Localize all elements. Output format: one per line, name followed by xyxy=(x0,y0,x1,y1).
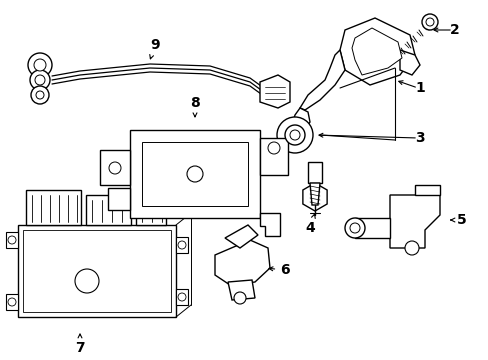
Circle shape xyxy=(35,75,45,85)
Polygon shape xyxy=(399,50,419,75)
Circle shape xyxy=(8,298,16,306)
Text: 4: 4 xyxy=(305,214,315,235)
Bar xyxy=(130,130,260,218)
Text: 1: 1 xyxy=(414,81,424,95)
Circle shape xyxy=(186,166,203,182)
Polygon shape xyxy=(6,294,18,310)
Bar xyxy=(23,230,171,312)
Polygon shape xyxy=(260,75,289,108)
Polygon shape xyxy=(414,185,439,195)
Polygon shape xyxy=(176,289,187,305)
Polygon shape xyxy=(389,195,439,248)
Bar xyxy=(86,195,131,225)
Circle shape xyxy=(425,18,433,26)
Circle shape xyxy=(8,236,16,244)
Polygon shape xyxy=(351,28,401,75)
Polygon shape xyxy=(309,183,319,205)
Polygon shape xyxy=(260,138,287,175)
Text: 5: 5 xyxy=(450,213,466,227)
Bar xyxy=(18,225,176,317)
Circle shape xyxy=(404,241,418,255)
Polygon shape xyxy=(339,18,414,85)
Polygon shape xyxy=(307,162,321,183)
Circle shape xyxy=(30,70,50,90)
Circle shape xyxy=(31,86,49,104)
Circle shape xyxy=(178,293,185,301)
Circle shape xyxy=(421,14,437,30)
Circle shape xyxy=(234,292,245,304)
Polygon shape xyxy=(260,213,280,236)
Polygon shape xyxy=(100,150,130,185)
Circle shape xyxy=(34,59,46,71)
Bar xyxy=(136,203,165,225)
Polygon shape xyxy=(299,50,345,110)
Polygon shape xyxy=(215,240,269,285)
Polygon shape xyxy=(227,280,254,300)
Circle shape xyxy=(276,117,312,153)
Circle shape xyxy=(28,53,52,77)
Circle shape xyxy=(75,269,99,293)
Text: 6: 6 xyxy=(268,263,289,277)
Polygon shape xyxy=(176,237,187,253)
Polygon shape xyxy=(291,108,309,130)
Circle shape xyxy=(289,130,299,140)
Circle shape xyxy=(349,223,359,233)
Circle shape xyxy=(345,218,364,238)
Circle shape xyxy=(109,162,121,174)
Text: 9: 9 xyxy=(149,38,160,59)
Circle shape xyxy=(36,91,44,99)
Text: 7: 7 xyxy=(75,334,84,355)
Polygon shape xyxy=(302,183,326,211)
Circle shape xyxy=(285,125,305,145)
Polygon shape xyxy=(354,218,389,238)
Circle shape xyxy=(267,142,280,154)
Bar xyxy=(26,190,81,225)
Text: 3: 3 xyxy=(414,131,424,145)
Polygon shape xyxy=(224,225,258,248)
Bar xyxy=(142,142,247,206)
Text: 8: 8 xyxy=(190,96,200,117)
Polygon shape xyxy=(108,188,130,210)
Polygon shape xyxy=(6,232,18,248)
Circle shape xyxy=(178,241,185,249)
Text: 2: 2 xyxy=(449,23,459,37)
